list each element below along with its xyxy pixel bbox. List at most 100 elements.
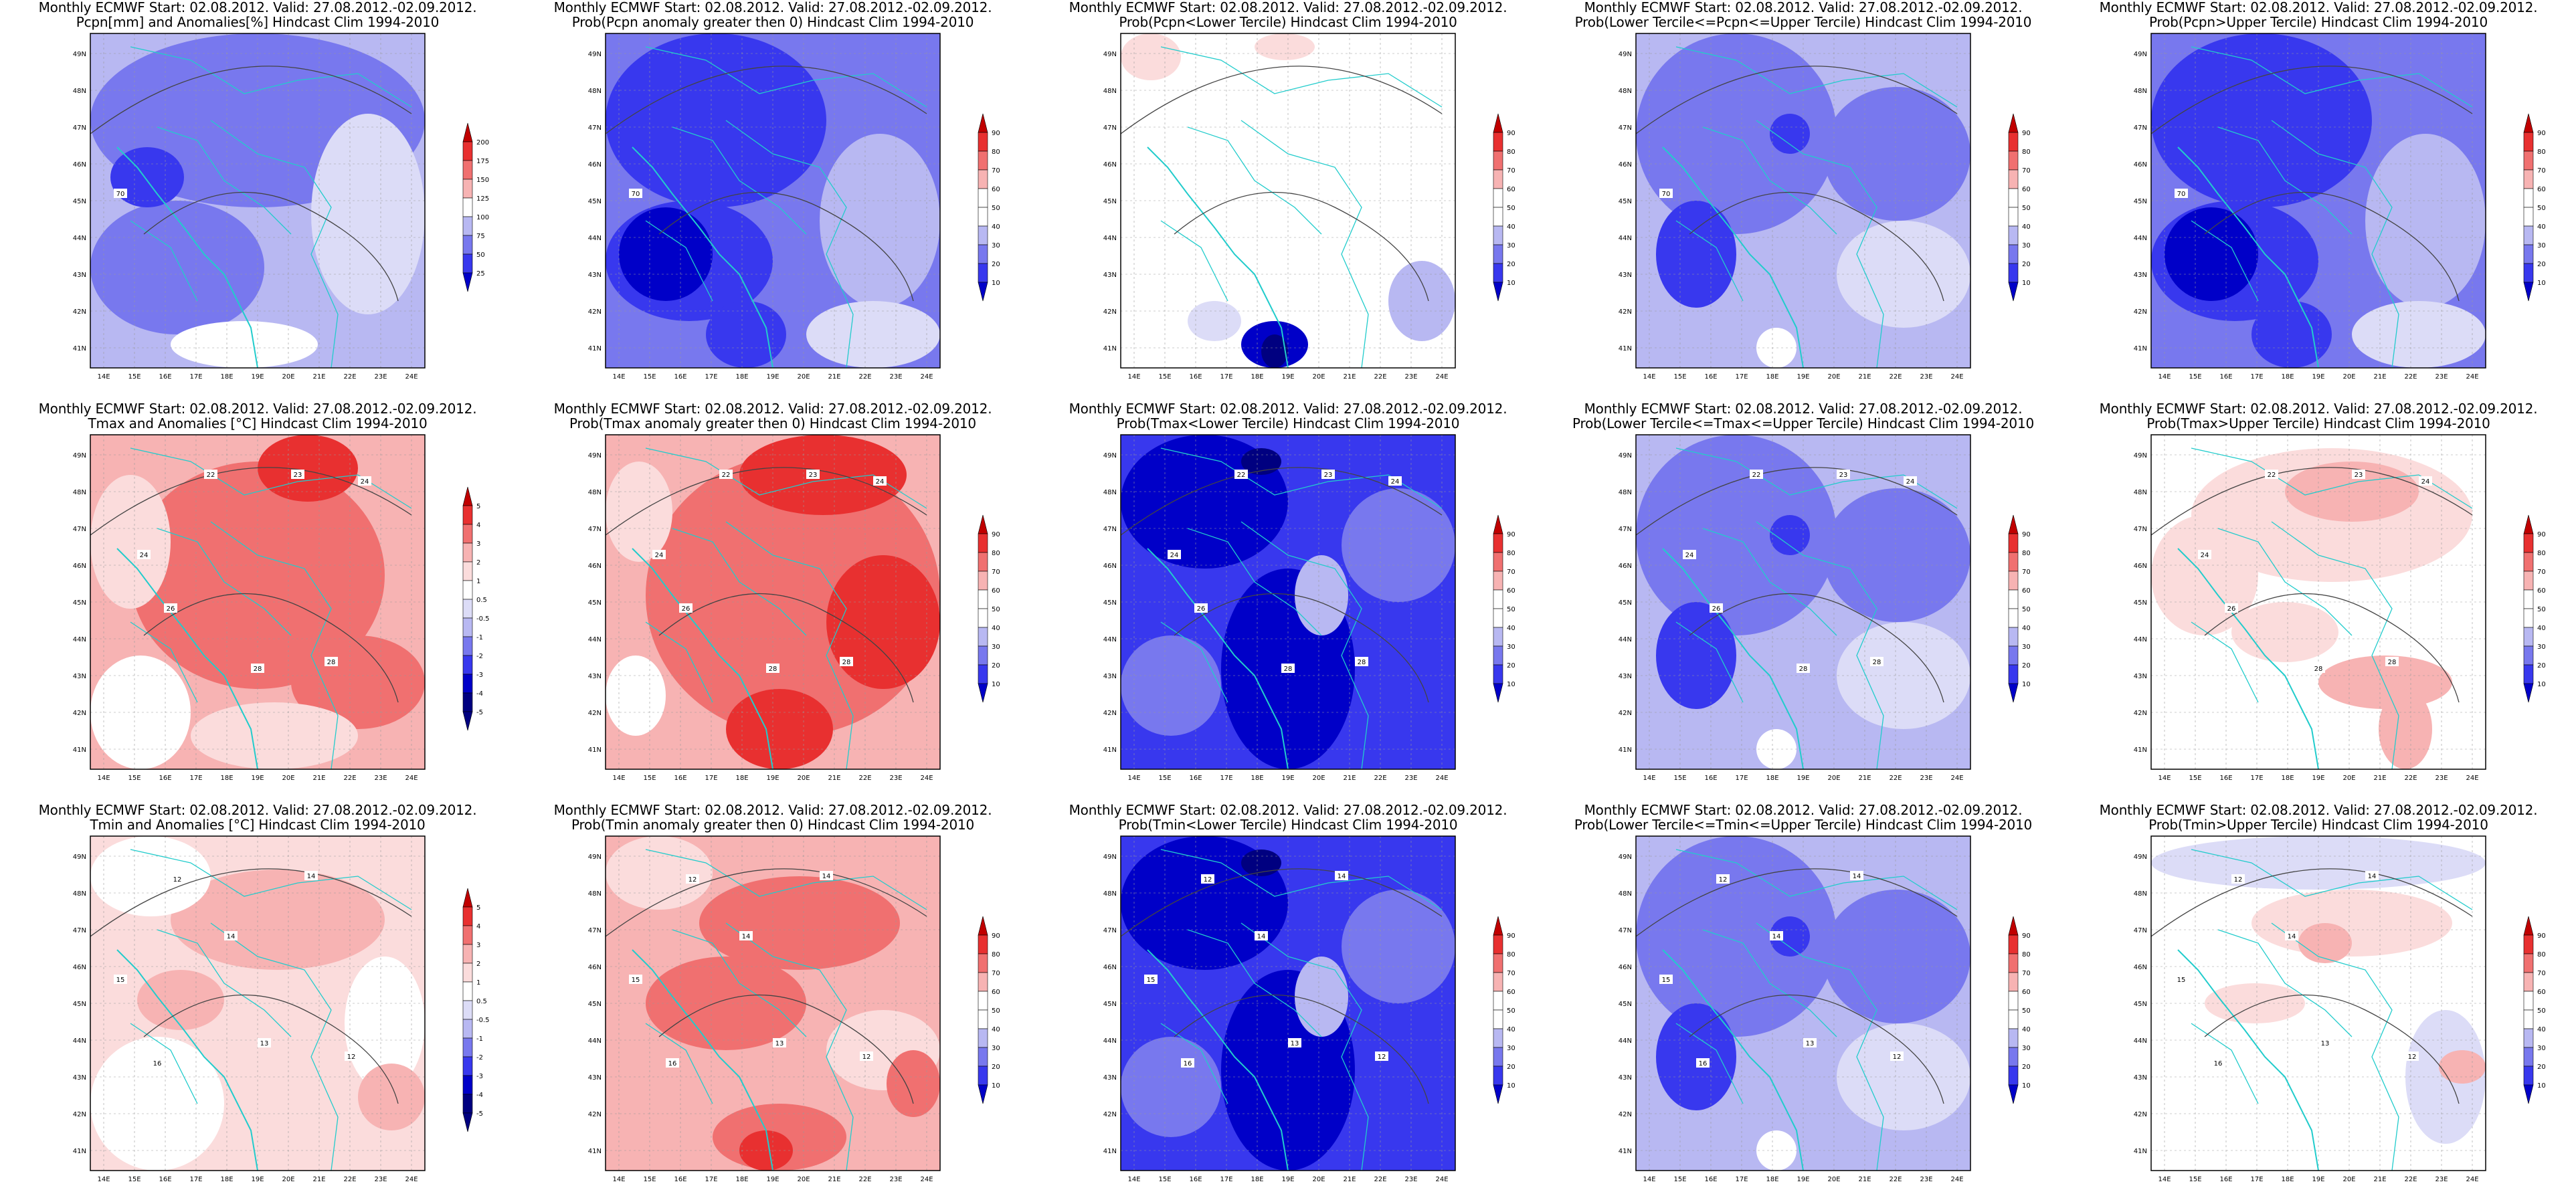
contour-label: 28: [766, 664, 779, 673]
longitude-label: 23E: [889, 1176, 902, 1183]
legend-label: 90: [992, 130, 1000, 137]
longitude-label: 21E: [1343, 373, 1356, 381]
coastline: [632, 548, 773, 770]
legend-swatch: [978, 608, 988, 628]
svg-text:14: 14: [822, 873, 831, 880]
longitude-label: 19E: [251, 1176, 264, 1183]
latitude-label: 44N: [1619, 636, 1632, 643]
latitude-label: 48N: [588, 88, 602, 95]
panel-title: Monthly ECMWF Start: 02.08.2012. Valid: …: [1030, 0, 1546, 29]
panel-header-line: Monthly ECMWF Start: 02.08.2012. Valid: …: [1069, 401, 1507, 417]
longitude-label: 23E: [374, 373, 387, 381]
legend-swatch: [2523, 113, 2534, 133]
longitude-label: 22E: [1889, 1176, 1902, 1183]
forecast-map: 12 14 14 15 16 12 13 49N 48N 47N 46N 45N 44N 43N 42N 41…: [2134, 835, 2486, 1183]
svg-text:14: 14: [2368, 873, 2377, 880]
legend-swatch: [2523, 282, 2534, 302]
contour-label: 24: [137, 550, 151, 559]
svg-text:26: 26: [2227, 605, 2236, 613]
latitude-label: 42N: [1103, 1111, 1117, 1118]
legend-swatch: [2008, 1084, 2019, 1104]
legend-swatch: [2008, 991, 2019, 1011]
latitude-label: 49N: [588, 452, 602, 460]
longitude-label: 16E: [674, 775, 686, 782]
latitude-label: 45N: [1103, 198, 1117, 205]
latitude-label: 48N: [588, 890, 602, 898]
panel-header-line: Monthly ECMWF Start: 02.08.2012. Valid: …: [553, 802, 992, 818]
field-shading: [1823, 87, 1970, 221]
field-shading: [699, 876, 900, 970]
latitude-label: 47N: [2134, 526, 2147, 533]
legend-swatch: [462, 1094, 473, 1114]
longitude-label: 16E: [674, 1176, 686, 1183]
svg-text:28: 28: [1358, 659, 1366, 666]
longitude-label: 24E: [405, 1176, 418, 1183]
legend-label: 40: [2537, 1026, 2546, 1033]
longitude-label: 19E: [2312, 373, 2324, 381]
contour-label: 23: [1837, 470, 1850, 479]
contour-label: 14: [2285, 931, 2298, 940]
longitude-label: 22E: [2404, 1176, 2417, 1183]
svg-text:14: 14: [2288, 933, 2296, 940]
latitude-label: 42N: [2134, 308, 2147, 316]
legend-swatch: [1493, 150, 1503, 171]
legend-swatch: [2523, 645, 2534, 666]
climatology-contour: [90, 467, 412, 703]
panel-header-line: Monthly ECMWF Start: 02.08.2012. Valid: …: [1584, 802, 2023, 818]
legend-swatch: [978, 1028, 988, 1048]
latitude-label: 41N: [588, 1148, 602, 1155]
latitude-label: 45N: [1619, 599, 1632, 607]
longitude-label: 15E: [128, 1176, 141, 1183]
legend-swatch: [1493, 972, 1503, 992]
legend-label: 60: [2022, 989, 2031, 996]
latitude-label: 44N: [1103, 235, 1117, 242]
latitude-label: 45N: [1103, 599, 1117, 607]
field-shading: [90, 201, 264, 334]
legend-swatch: [2008, 972, 2019, 992]
latitude-label: 42N: [73, 308, 86, 316]
longitude-label: 24E: [920, 1176, 933, 1183]
latitude-label: 47N: [1103, 927, 1117, 934]
legend-label: 90: [2537, 130, 2546, 137]
field-shading: [606, 33, 826, 207]
legend-label: 10: [1507, 1082, 1515, 1090]
svg-text:14: 14: [1853, 873, 1861, 880]
legend-swatch: [462, 1019, 473, 1039]
contour-label: 15: [1659, 975, 1673, 984]
contour-label: 13: [1803, 1038, 1817, 1047]
svg-text:12: 12: [862, 1054, 871, 1061]
longitude-label: 20E: [282, 373, 294, 381]
latitude-label: 44N: [1619, 1037, 1632, 1045]
legend-swatch: [978, 113, 988, 133]
legend-swatch: [462, 1112, 473, 1132]
longitude-label: 17E: [189, 1176, 202, 1183]
legend-label: 40: [2022, 1026, 2031, 1033]
longitude-label: 21E: [828, 373, 840, 381]
legend-swatch: [1493, 589, 1503, 609]
coastline: [1147, 949, 1289, 1171]
legend-label: 30: [992, 1045, 1000, 1052]
legend-label: 40: [992, 223, 1000, 231]
legend-label: 30: [1507, 242, 1515, 249]
panel-subtitle: Tmax and Anomalies [°C] Hindcast Clim 19…: [88, 415, 428, 431]
contour-label: 24: [1683, 550, 1696, 559]
coastline: [116, 146, 258, 369]
latitude-label: 45N: [1619, 198, 1632, 205]
longitude-label: 15E: [2189, 775, 2201, 782]
longitude-label: 15E: [643, 775, 656, 782]
contour-label: 24: [652, 550, 666, 559]
svg-text:28: 28: [842, 659, 851, 666]
latitude-label: 42N: [588, 1111, 602, 1118]
legend-label: 4: [476, 923, 480, 930]
longitude-label: 22E: [1889, 775, 1902, 782]
longitude-label: 21E: [1858, 775, 1871, 782]
forecast-panel: Monthly ECMWF Start: 02.08.2012. Valid: …: [1030, 803, 1546, 1204]
longitude-label: 14E: [97, 1176, 110, 1183]
longitude-label: 20E: [2342, 775, 2355, 782]
legend-label: 20: [2537, 1064, 2546, 1071]
legend-swatch: [978, 514, 988, 534]
contour-label: 70: [1659, 189, 1673, 198]
field-shading: [171, 870, 385, 970]
svg-text:24: 24: [1906, 478, 1915, 486]
forecast-panel: Monthly ECMWF Start: 02.08.2012. Valid: …: [0, 0, 515, 401]
